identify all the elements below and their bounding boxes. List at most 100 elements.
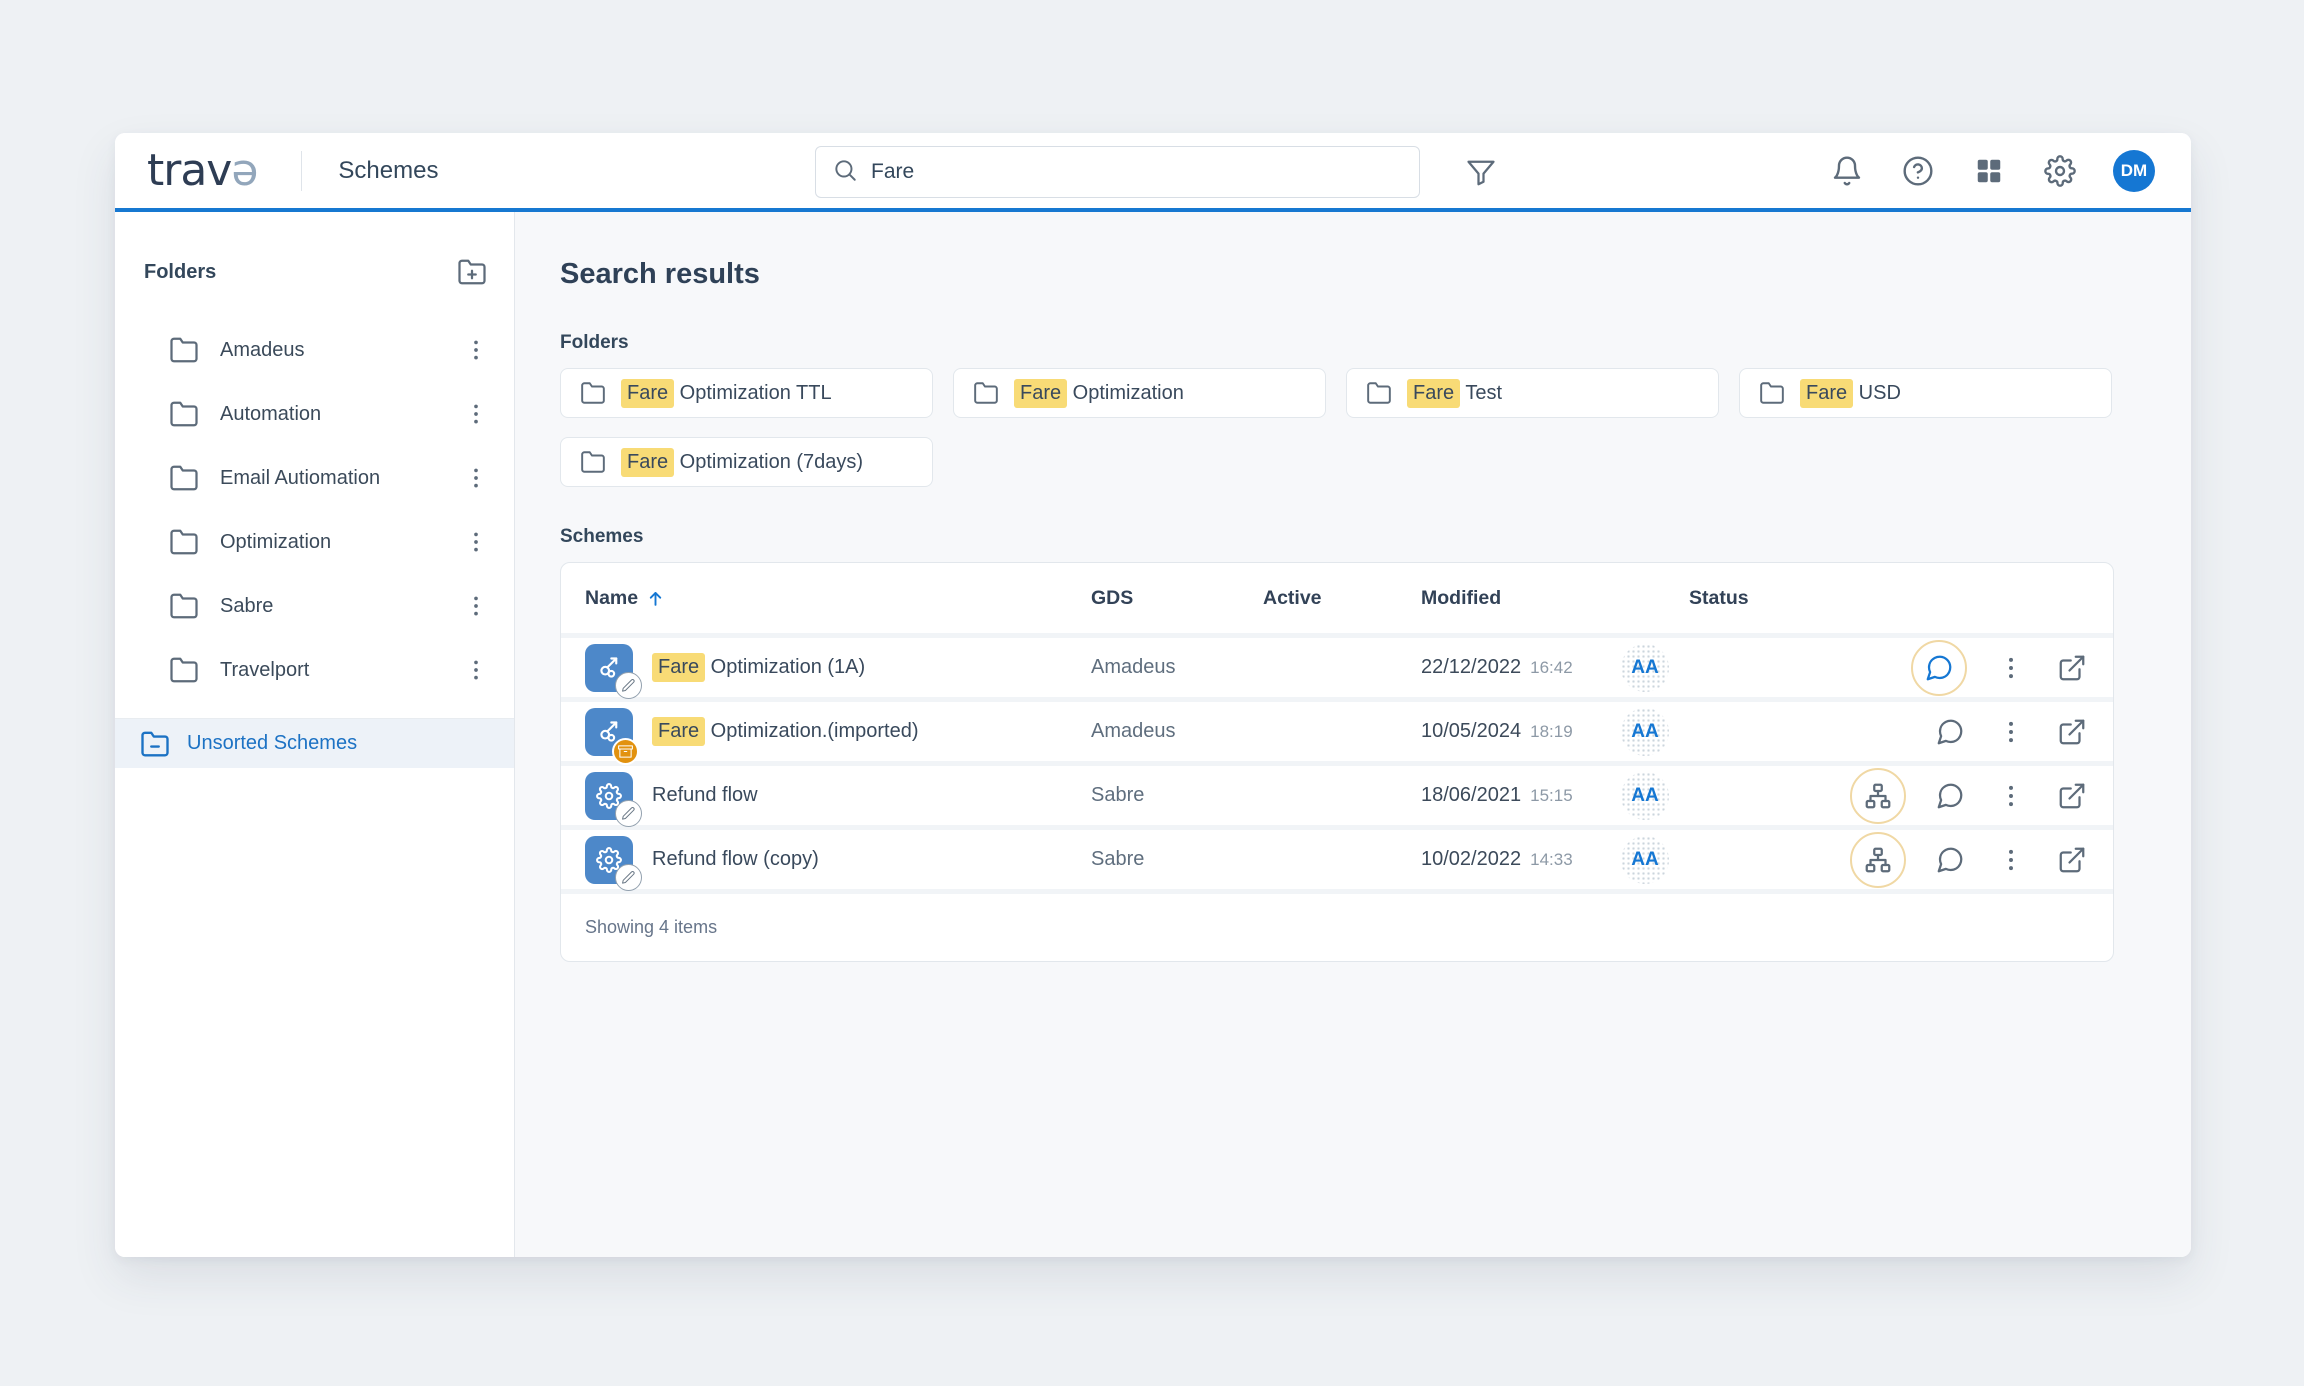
main-content: Search results Folders Fare Optimization…	[515, 212, 2191, 1257]
sidebar-item-email-automation[interactable]: Email Autiomation	[115, 446, 514, 510]
sidebar: Folders Amadeus Automation	[115, 212, 515, 1257]
kebab-icon	[2009, 785, 2013, 806]
sidebar-item-automation[interactable]: Automation	[115, 382, 514, 446]
folder-result-fare-optimization[interactable]: Fare Optimization	[953, 368, 1326, 418]
external-link-icon	[2059, 847, 2085, 872]
open-scheme-button[interactable]	[2055, 651, 2089, 685]
kebab-icon	[2009, 721, 2013, 742]
folders-heading: Folders	[144, 260, 217, 283]
edit-badge-icon	[615, 799, 642, 827]
comments-button[interactable]	[1933, 843, 1967, 877]
search-input[interactable]	[871, 160, 1403, 184]
gear-icon	[2044, 154, 2076, 187]
folder-icon	[974, 382, 998, 404]
open-scheme-button[interactable]	[2055, 715, 2089, 749]
kebab-icon	[474, 596, 478, 616]
app-window: travə Schemes DM	[115, 133, 2191, 1257]
folder-results: Fare Optimization TTL Fare Optimization …	[560, 368, 2114, 487]
imported-badge-icon	[612, 737, 639, 765]
open-scheme-button[interactable]	[2055, 843, 2089, 877]
column-header-modified[interactable]: Modified	[1421, 586, 1502, 609]
table-row[interactable]: Refund flow (copy) Sabre 10/02/2022 14:33…	[561, 825, 2113, 891]
comments-button[interactable]	[1933, 715, 1967, 749]
kebab-icon	[474, 340, 478, 360]
sidebar-item-sabre[interactable]: Sabre	[115, 574, 514, 638]
owner-avatar[interactable]: AA	[1621, 771, 1669, 820]
owner-avatar[interactable]: AA	[1621, 707, 1669, 756]
comments-button-active[interactable]	[1911, 639, 1967, 696]
external-link-icon	[2059, 655, 2085, 680]
user-avatar[interactable]: DM	[2113, 149, 2155, 192]
owner-avatar[interactable]: AA	[1621, 643, 1669, 692]
folder-icon	[170, 593, 198, 619]
table-row[interactable]: Refund flow Sabre 18/06/2021 15:15 AA	[561, 761, 2113, 827]
column-header-status[interactable]: Status	[1689, 586, 1749, 609]
add-folder-button[interactable]	[454, 254, 490, 290]
folder-menu-button[interactable]	[458, 588, 494, 624]
folder-result-fare-usd[interactable]: Fare USD	[1739, 368, 2112, 418]
gds-cell: Sabre	[1091, 848, 1145, 870]
table-footer: Showing 4 items	[561, 889, 2113, 961]
folder-result-fare-optimization-ttl[interactable]: Fare Optimization TTL	[560, 368, 933, 418]
row-menu-button[interactable]	[1994, 843, 2028, 877]
folder-plus-icon	[458, 259, 486, 285]
folder-result-fare-optimization-7days[interactable]: Fare Optimization (7days)	[560, 437, 933, 487]
row-menu-button[interactable]	[1994, 779, 2028, 813]
help-icon	[1903, 155, 1933, 186]
open-scheme-button[interactable]	[2055, 779, 2089, 813]
kebab-icon	[474, 404, 478, 424]
folder-result-fare-test[interactable]: Fare Test	[1346, 368, 1719, 418]
scheme-gear-icon	[585, 771, 642, 827]
folder-list: Amadeus Automation Email Autiomation	[115, 318, 514, 702]
schemes-table: Name GDS Active Modified Status	[560, 562, 2114, 962]
folder-menu-button[interactable]	[458, 396, 494, 432]
search-icon	[832, 157, 858, 188]
flow-button-active[interactable]	[1850, 831, 1906, 888]
gds-cell: Amadeus	[1091, 656, 1176, 678]
folder-icon	[170, 337, 198, 363]
notifications-button[interactable]	[1829, 153, 1865, 189]
table-row[interactable]: Fare Optimization (1A) Amadeus 22/12/202…	[561, 633, 2113, 699]
scheme-optimization-icon	[585, 643, 642, 699]
folder-menu-button[interactable]	[458, 524, 494, 560]
search-box[interactable]	[815, 146, 1420, 198]
row-menu-button[interactable]	[1994, 651, 2028, 685]
sidebar-divider	[115, 718, 514, 719]
logo[interactable]: travə	[147, 144, 258, 196]
apps-button[interactable]	[1971, 153, 2007, 189]
flow-button-active[interactable]	[1850, 767, 1906, 824]
folder-menu-button[interactable]	[458, 332, 494, 368]
settings-button[interactable]	[2042, 153, 2078, 189]
table-row[interactable]: Fare Optimization.(imported) Amadeus 10/…	[561, 697, 2113, 765]
column-header-active[interactable]: Active	[1263, 586, 1322, 609]
bell-icon	[1833, 156, 1861, 185]
folder-icon	[581, 382, 605, 404]
apps-grid-icon	[1977, 159, 2001, 182]
table-header: Name GDS Active Modified Status	[561, 563, 2113, 633]
folder-menu-button[interactable]	[458, 652, 494, 688]
folder-minus-icon	[141, 731, 169, 756]
column-header-gds[interactable]: GDS	[1091, 586, 1134, 609]
help-button[interactable]	[1900, 153, 1936, 189]
comments-button[interactable]	[1933, 779, 1967, 813]
chat-icon	[1926, 655, 1952, 680]
scheme-optimization-icon	[585, 707, 639, 765]
row-menu-button[interactable]	[1994, 715, 2028, 749]
folder-icon	[1367, 382, 1391, 404]
sidebar-item-amadeus[interactable]: Amadeus	[115, 318, 514, 382]
app-header: travə Schemes DM	[115, 133, 2191, 212]
chat-icon	[1937, 719, 1963, 744]
owner-avatar[interactable]: AA	[1621, 835, 1669, 884]
filter-button[interactable]	[1463, 155, 1499, 191]
sidebar-item-optimization[interactable]: Optimization	[115, 510, 514, 574]
folder-icon	[170, 465, 198, 491]
sidebar-item-unsorted-schemes[interactable]: Unsorted Schemes	[115, 719, 514, 768]
sidebar-item-travelport[interactable]: Travelport	[115, 638, 514, 702]
folder-menu-button[interactable]	[458, 460, 494, 496]
gds-cell: Sabre	[1091, 784, 1145, 806]
column-header-name[interactable]: Name	[585, 587, 1091, 610]
modified-cell: 22/12/2022 16:42	[1421, 656, 1573, 678]
chat-icon	[1937, 847, 1963, 872]
folder-icon	[1760, 382, 1784, 404]
sort-ascending-icon	[649, 591, 662, 606]
